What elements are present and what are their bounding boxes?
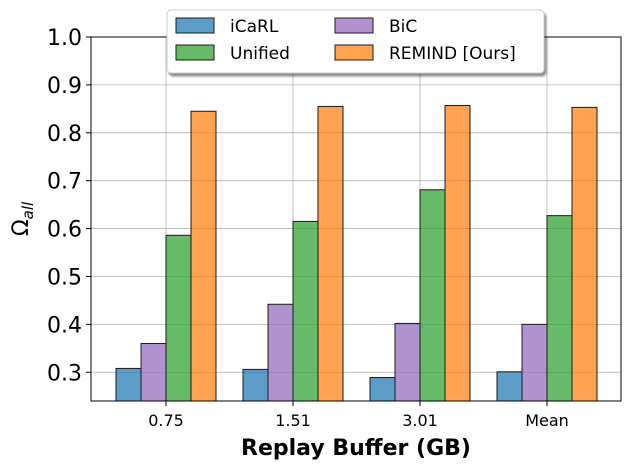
- bar: [496, 371, 523, 402]
- legend-swatch: [175, 17, 215, 34]
- bar: [140, 343, 167, 402]
- y-tick-label: 0.4: [47, 313, 82, 338]
- x-axis-label: Replay Buffer (GB): [241, 436, 471, 461]
- legend-box: [166, 9, 545, 74]
- legend-label: BiC: [389, 17, 417, 37]
- bar: [394, 322, 421, 402]
- legend-label: Unified: [230, 44, 290, 64]
- bar: [292, 220, 319, 402]
- bar: [190, 110, 217, 402]
- x-axis-ticks: 0.75 1.51 3.01 Mean: [148, 401, 569, 430]
- bar: [419, 189, 446, 402]
- y-tick-label: 0.7: [47, 170, 82, 195]
- y-axis-label: Ωall: [9, 201, 37, 236]
- bar: [267, 303, 294, 402]
- y-tick-label: 0.9: [47, 74, 82, 99]
- legend-label: iCaRL: [230, 17, 279, 37]
- bar: [521, 323, 548, 402]
- legend-label: REMIND [Ours]: [389, 44, 516, 64]
- y-tick-label: 0.8: [47, 122, 82, 147]
- x-tick-label: 0.75: [148, 411, 184, 430]
- legend-swatch: [334, 17, 374, 34]
- x-tick-label: 3.01: [402, 411, 438, 430]
- legend-swatch: [334, 44, 374, 61]
- bar: [115, 367, 142, 402]
- legend: iCaRL BiC Unified REMIND [Ours]: [166, 9, 545, 74]
- y-axis-ticks: 0.3 0.4 0.5 0.6 0.7 0.8 0.9 1.0: [47, 26, 91, 386]
- bar: [317, 105, 344, 402]
- bar: [369, 377, 396, 402]
- bars-group: [115, 104, 598, 402]
- bar: [571, 106, 598, 402]
- bar: [242, 368, 269, 402]
- x-tick-label: 1.51: [275, 411, 311, 430]
- legend-swatch: [175, 44, 215, 61]
- y-tick-label: 0.5: [47, 265, 82, 290]
- bar: [546, 215, 573, 402]
- y-axis-label-sub: all: [19, 201, 37, 219]
- y-axis-label-main: Ω: [9, 219, 34, 236]
- y-tick-label: 0.3: [47, 361, 82, 386]
- bar: [444, 104, 471, 402]
- bar: [165, 234, 192, 402]
- y-tick-label: 1.0: [47, 26, 82, 51]
- y-tick-label: 0.6: [47, 218, 82, 243]
- x-tick-label: Mean: [525, 411, 569, 430]
